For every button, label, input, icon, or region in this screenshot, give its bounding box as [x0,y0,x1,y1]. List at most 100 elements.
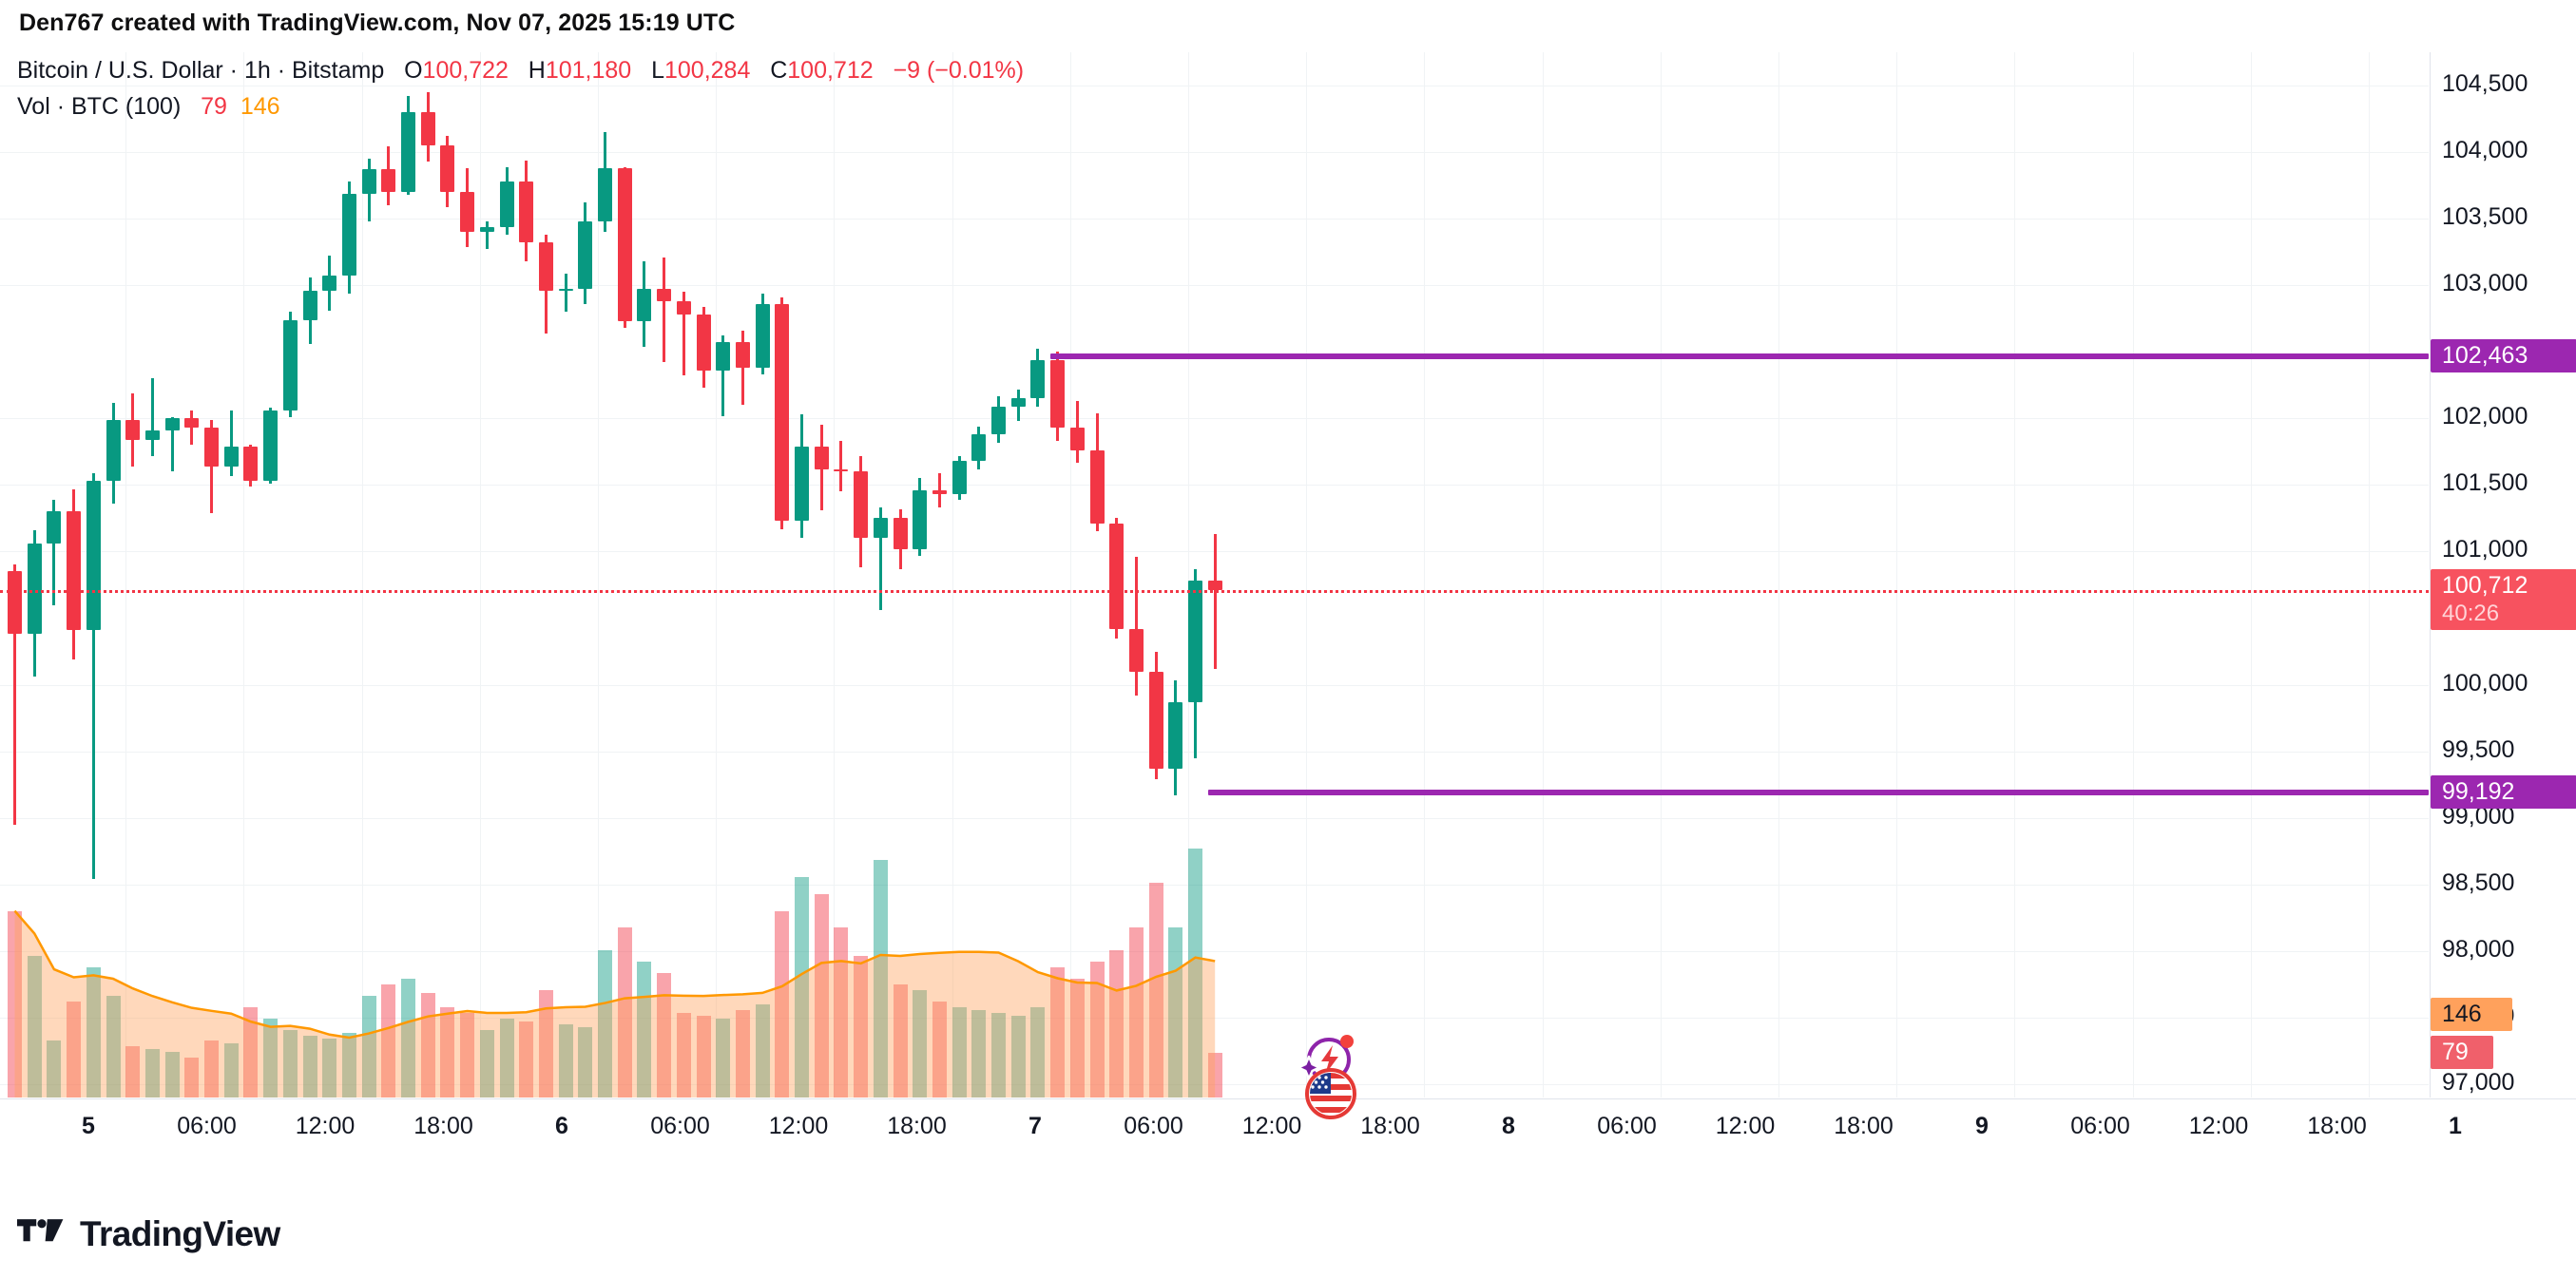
chart-canvas[interactable] [0,52,2429,1098]
time-tick-label: 9 [1975,1113,1989,1139]
volume-bar [558,1023,573,1098]
candle-body [282,319,298,410]
volume-bar [1188,849,1202,1098]
time-tick-label: 06:00 [650,1113,710,1139]
candle-body [1109,524,1125,629]
volume-bar [27,956,42,1098]
price-tick-label: 103,500 [2442,203,2528,231]
candle-wick [229,410,233,476]
volume-bar [243,1006,259,1098]
candle-wick [485,220,489,250]
time-tick-label: 12:00 [1715,1113,1776,1139]
candle-wick [1213,534,1217,669]
candle-body [204,428,219,467]
volume-bar [47,1040,62,1098]
price-tick-label: 104,000 [2442,137,2528,164]
volume-bar [795,876,809,1098]
candle-body [243,446,259,482]
horizontal-ray[interactable] [1050,353,2429,360]
candle-body [164,418,180,430]
price-tick-label: 101,500 [2442,469,2528,497]
volume-bar [1207,1052,1222,1098]
candle-body [598,167,612,221]
horizontal-ray[interactable] [1207,789,2429,795]
candlestick-series [0,52,2429,1098]
legend-open-key: O [404,57,423,84]
legend-close-value: 100,712 [787,57,874,84]
time-axis[interactable]: 5 06:00 12:00 18:00 6 06:00 12:00 18:00 7 06:00 12… [0,1098,2576,1156]
volume-bar [696,1015,711,1098]
candle-body [657,289,672,302]
candle-body [479,226,494,233]
ray-upper-price-badge[interactable]: 102,463 [2431,339,2576,373]
candle-body [873,518,888,539]
volume-bar [538,989,553,1098]
volume-bar [834,927,849,1098]
volume-bar [519,1021,534,1098]
candle-body [558,289,573,292]
legend-volume-value: 79 [201,93,227,120]
volume-bar [775,910,790,1098]
tradingview-wordmark: TradingView [80,1214,280,1253]
volume-bar [893,983,908,1098]
gridline-vertical [2369,52,2370,1098]
volume-bar [617,927,632,1098]
time-tick-label: 5 [82,1113,95,1139]
candle-wick [91,472,95,880]
price-tick-label: 99,500 [2442,735,2515,763]
candle-wick [1134,557,1138,696]
candle-wick [564,273,567,313]
time-tick-label: 12:00 [295,1113,356,1139]
gridline-vertical [598,52,599,1098]
gridline-horizontal [0,1083,2429,1085]
volume-bar [164,1052,180,1098]
candle-body [460,192,475,233]
candle-body [913,490,928,549]
attribution-text: Den767 created with TradingView.com, Nov… [19,10,736,36]
gridline-vertical [1424,52,1426,1098]
legend-high-value: 101,180 [545,57,632,84]
last-price-badge[interactable]: 100,712 40:26 [2431,568,2576,630]
price-axis[interactable]: 104,500 104,000 103,500 103,000 102,000 101,5… [2430,52,2576,1098]
volume-ma-fill [14,910,1216,1098]
legend-change: −9 (−0.01%) [893,57,1025,84]
volume-bar [8,910,22,1098]
candle-body [499,181,514,227]
time-tick-label: 12:00 [2188,1113,2249,1139]
time-tick-label: 18:00 [1834,1113,1894,1139]
legend-symbol[interactable]: Bitcoin / U.S. Dollar · 1h · Bitstamp [17,57,385,84]
time-tick-label: 12:00 [768,1113,829,1139]
legend-volume-title[interactable]: Vol · BTC (100) [17,93,182,120]
candle-body [1148,671,1163,769]
volume-bar [204,1040,219,1098]
time-tick-label: 18:00 [2307,1113,2367,1139]
volume-bar [991,1012,1006,1098]
gridline-horizontal [0,485,2429,487]
time-tick-label: 12:00 [1241,1113,1302,1139]
gridline-horizontal [0,152,2429,154]
volume-bar [322,1038,337,1098]
candle-body [322,276,337,291]
ray-lower-price-badge[interactable]: 99,192 [2431,774,2576,809]
gridline-horizontal [0,817,2429,819]
time-tick-label: 8 [1502,1113,1515,1139]
volume-bar [814,893,829,1098]
candle-body [106,419,121,482]
candle-body [1089,449,1105,525]
volume-last-badge[interactable]: 79 [2431,1035,2493,1069]
volume-bar [1109,950,1125,1098]
candle-body [755,303,770,369]
candle-body [795,446,809,522]
volume-ma-area [13,909,1216,1098]
volume-bar [361,995,376,1098]
volume-ma-badge[interactable]: 146 [2431,998,2512,1032]
us-flag-icon[interactable] [1300,1063,1361,1124]
gridline-horizontal [0,684,2429,686]
gridline-vertical [243,52,245,1098]
volume-bar [1010,1015,1026,1098]
candle-body [834,468,849,472]
gridline-vertical [2014,52,2016,1098]
candle-body [144,430,160,440]
candle-body [1188,581,1202,702]
candle-wick [52,499,56,605]
